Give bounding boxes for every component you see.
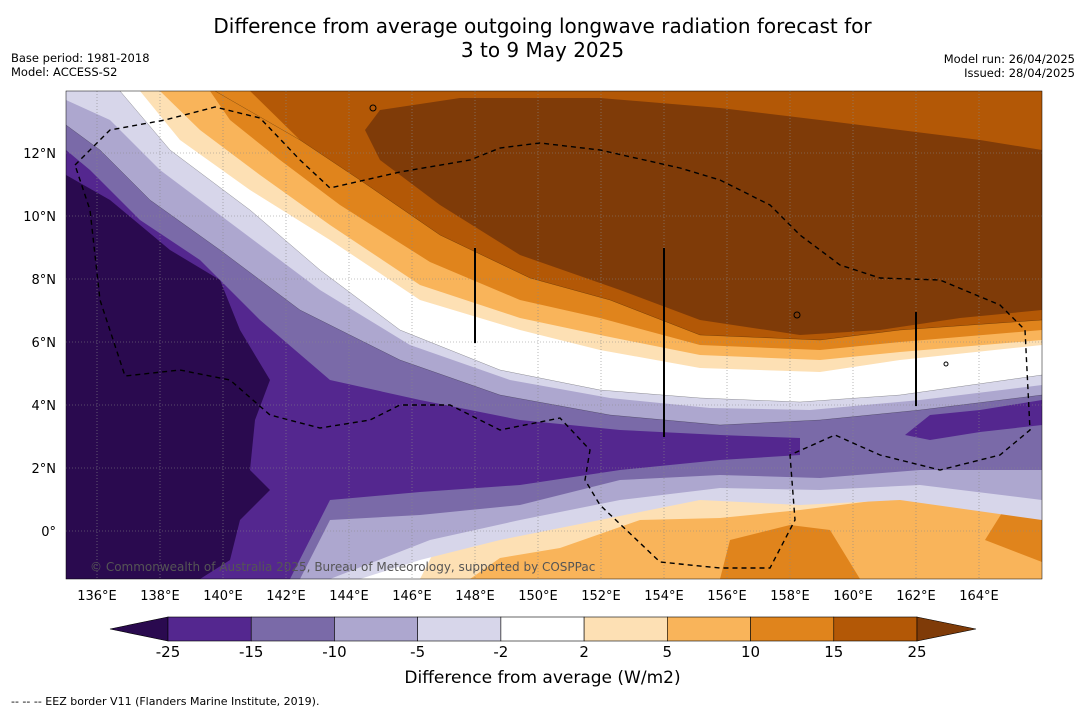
latitude-labels: 12°N 10°N 8°N 6°N 4°N 2°N 0° (23, 147, 56, 540)
longitude-label: 140°E (203, 589, 243, 604)
colorbar-tick-label: -5 (410, 643, 426, 661)
colorbar-segment (500, 616, 585, 642)
colorbar-min-arrow (109, 616, 169, 642)
longitude-label: 138°E (140, 589, 180, 604)
longitude-label: 164°E (959, 589, 999, 604)
colorbar-title: Difference from average (W/m2) (404, 668, 681, 688)
longitude-labels: 136°E 138°E 140°E 142°E 144°E 146°E 148°E 150°E… (77, 589, 999, 604)
longitude-label: 160°E (833, 589, 873, 604)
longitude-label: 148°E (455, 589, 495, 604)
colorbar-segment (833, 616, 918, 642)
longitude-label: 154°E (644, 589, 684, 604)
title-line-1: Difference from average outgoing longwav… (213, 14, 872, 38)
copyright-credit: © Commonwealth of Australia 2025, Bureau… (90, 560, 595, 574)
longitude-label: 150°E (518, 589, 558, 604)
title-line-2: 3 to 9 May 2025 (460, 38, 625, 62)
latitude-label: 10°N (23, 210, 56, 225)
island-markers (369, 104, 949, 437)
colorbar-segment (750, 616, 835, 642)
model-info: Base period: 1981-2018 Model: ACCESS-S2 (11, 51, 150, 79)
colorbar-max-arrow (916, 616, 977, 642)
base-period: Base period: 1981-2018 (11, 51, 150, 65)
model-run: Model run: 26/04/2025 (943, 52, 1075, 66)
colorbar-tick-label: -2 (493, 643, 509, 661)
longitude-label: 142°E (266, 589, 306, 604)
longitude-label: 158°E (770, 589, 810, 604)
latitude-label: 4°N (32, 399, 57, 414)
eez-border (74, 106, 1031, 569)
latitude-label: 2°N (32, 462, 57, 477)
eez-footnote: -- -- -- EEZ border V11 (Flanders Marine… (11, 695, 320, 708)
colorbar-tick-label: 10 (741, 643, 761, 661)
model-name: Model: ACCESS-S2 (11, 65, 118, 79)
map-frame (65, 90, 1043, 580)
issued-date: Issued: 28/04/2025 (964, 66, 1075, 80)
longitude-label: 156°E (707, 589, 747, 604)
run-info: Model run: 26/04/2025 Issued: 28/04/2025 (944, 52, 1075, 80)
colorbar-segment (334, 616, 418, 642)
longitude-label: 162°E (896, 589, 936, 604)
longitude-label: 136°E (77, 589, 117, 604)
anomaly-field (66, 91, 1042, 579)
colorbar-segment (667, 616, 751, 642)
colorbar-segment (167, 616, 252, 642)
colorbar-tick-label: 15 (824, 643, 844, 661)
colorbar-tick-label: -15 (238, 643, 264, 661)
colorbar-segment (250, 616, 335, 642)
map-title: Difference from average outgoing longwav… (0, 14, 1085, 62)
latitude-label: 12°N (23, 147, 56, 162)
longitude-label: 152°E (581, 589, 621, 604)
colorbar-tick-label: -25 (155, 643, 181, 661)
latitude-label: 8°N (32, 273, 57, 288)
colorbar-tick-label: 5 (662, 643, 673, 661)
colorbar-segment (417, 616, 502, 642)
longitude-label: 144°E (329, 589, 369, 604)
colorbar-tick-label: 25 (907, 643, 927, 661)
latitude-label: 6°N (32, 336, 57, 351)
latitude-label: 0° (41, 525, 56, 540)
longitude-label: 146°E (392, 589, 432, 604)
contour-lines (66, 91, 1042, 426)
colorbar-tick-label: 2 (579, 643, 589, 661)
colorbar (109, 616, 977, 642)
colorbar-tick-label: -10 (322, 643, 347, 661)
colorbar-segment (583, 616, 668, 642)
